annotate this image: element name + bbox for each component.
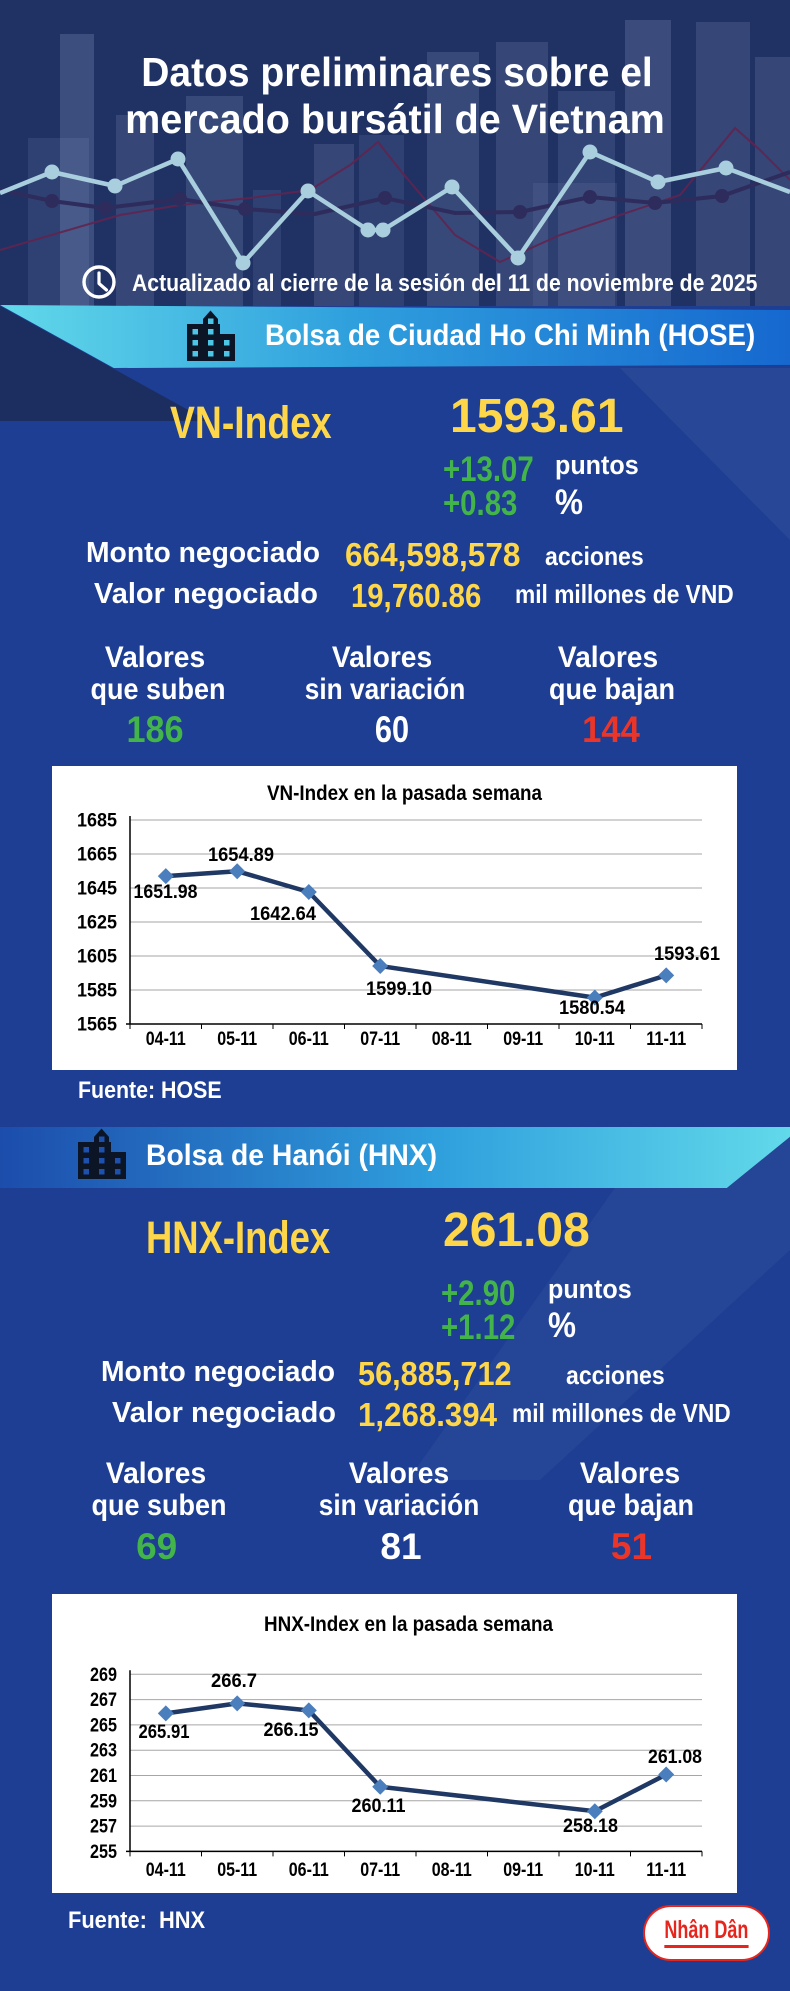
svg-text:05-11: 05-11 <box>217 1860 257 1881</box>
svg-text:1585: 1585 <box>77 981 117 1002</box>
svg-text:266.7: 266.7 <box>211 1671 257 1692</box>
svg-text:11-11: 11-11 <box>646 1860 686 1881</box>
svg-text:263: 263 <box>90 1741 117 1762</box>
svg-text:269: 269 <box>90 1665 117 1686</box>
svg-text:1685: 1685 <box>77 811 117 832</box>
svg-text:10-11: 10-11 <box>575 1029 615 1050</box>
svg-text:257: 257 <box>90 1817 117 1838</box>
svg-text:1565: 1565 <box>77 1015 117 1036</box>
svg-text:06-11: 06-11 <box>289 1860 329 1881</box>
svg-text:04-11: 04-11 <box>146 1860 186 1881</box>
svg-text:266.15: 266.15 <box>264 1720 319 1741</box>
svg-text:1654.89: 1654.89 <box>208 845 274 866</box>
svg-text:258.18: 258.18 <box>563 1816 618 1837</box>
svg-text:255: 255 <box>90 1842 117 1863</box>
svg-text:05-11: 05-11 <box>217 1029 257 1050</box>
svg-text:1625: 1625 <box>77 913 117 934</box>
svg-text:1645: 1645 <box>77 879 117 900</box>
svg-text:VN-Index en la pasada semana: VN-Index en la pasada semana <box>267 782 542 805</box>
svg-text:1665: 1665 <box>77 845 117 866</box>
svg-text:04-11: 04-11 <box>146 1029 186 1050</box>
svg-text:08-11: 08-11 <box>432 1029 472 1050</box>
svg-text:11-11: 11-11 <box>646 1029 686 1050</box>
svg-text:1651.98: 1651.98 <box>134 882 198 903</box>
svg-text:09-11: 09-11 <box>503 1029 543 1050</box>
svg-text:1642.64: 1642.64 <box>250 904 316 925</box>
svg-text:261.08: 261.08 <box>648 1747 702 1768</box>
svg-text:07-11: 07-11 <box>360 1029 400 1050</box>
svg-text:09-11: 09-11 <box>503 1860 543 1881</box>
svg-text:10-11: 10-11 <box>575 1860 615 1881</box>
svg-text:260.11: 260.11 <box>352 1796 406 1817</box>
svg-text:06-11: 06-11 <box>289 1029 329 1050</box>
svg-text:259: 259 <box>90 1791 117 1812</box>
svg-text:07-11: 07-11 <box>360 1860 400 1881</box>
svg-text:1599.10: 1599.10 <box>366 979 432 1000</box>
svg-text:1605: 1605 <box>77 947 117 968</box>
svg-text:1580.54: 1580.54 <box>559 998 625 1019</box>
svg-text:08-11: 08-11 <box>432 1860 472 1881</box>
svg-text:267: 267 <box>90 1690 117 1711</box>
svg-text:HNX-Index en la pasada semana: HNX-Index en la pasada semana <box>264 1613 553 1636</box>
svg-text:1593.61: 1593.61 <box>654 944 720 965</box>
svg-text:265.91: 265.91 <box>139 1722 190 1743</box>
svg-text:261: 261 <box>90 1766 117 1787</box>
svg-text:265: 265 <box>90 1715 117 1736</box>
